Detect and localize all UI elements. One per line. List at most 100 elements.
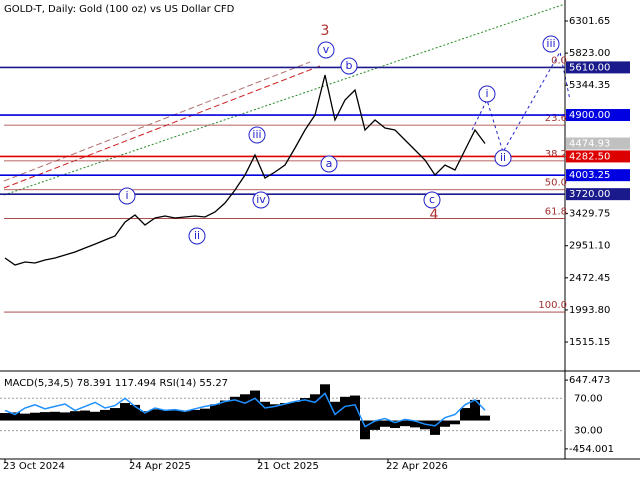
last-price-label: 4474.93	[569, 139, 610, 150]
wave-label: i	[125, 189, 128, 202]
y2-tick-label: 70.00	[574, 393, 603, 404]
wave-label: iii	[546, 37, 555, 50]
histogram-bar	[480, 415, 490, 421]
rsi-line	[4, 392, 486, 428]
price-box	[566, 109, 630, 122]
histogram-bar	[110, 408, 120, 421]
histogram-bar	[380, 420, 390, 427]
wave-label: 3	[321, 23, 330, 39]
y-tick-label: 2472.45	[569, 273, 610, 284]
wave-circle	[118, 187, 136, 205]
wave-label: v	[323, 43, 330, 56]
histogram-bar	[260, 401, 270, 421]
wave-circle	[188, 227, 206, 245]
wave-label: c	[429, 193, 435, 206]
wave-label: 4	[430, 207, 439, 223]
histogram-bar	[90, 411, 100, 421]
x-tick-label: 23 Oct 2024	[3, 461, 65, 472]
histogram-bar	[70, 411, 80, 421]
histogram-bar	[60, 412, 70, 421]
wave-circle	[340, 57, 358, 75]
y2-tick-label: 30.00	[574, 426, 603, 437]
histogram-bar	[370, 420, 380, 430]
y-tick-label: -454.001	[569, 444, 614, 455]
y-tick-label: 3429.75	[569, 209, 610, 220]
histogram-bar	[310, 394, 320, 421]
histogram-bar	[330, 401, 340, 421]
wave-label: ii	[500, 151, 506, 164]
wave-label: ii	[194, 229, 200, 242]
histogram-bar	[470, 399, 480, 421]
histogram-bar	[140, 411, 150, 421]
histogram-bar	[230, 396, 240, 421]
fib-label: 61.8	[545, 207, 567, 218]
histogram-bar	[180, 411, 190, 421]
y-tick-label: 2951.10	[569, 241, 610, 252]
wave-circle	[478, 85, 496, 103]
level-label: 3720.00	[569, 189, 610, 200]
price-box	[566, 150, 630, 163]
histogram-bar	[270, 404, 280, 421]
y-tick-label: 647.473	[569, 375, 610, 386]
histogram-bar	[410, 420, 420, 428]
wave-label: b	[346, 59, 353, 72]
y-tick-label: 5823.00	[569, 48, 610, 59]
wave-label: i	[485, 87, 488, 100]
y-tick-label: 1515.15	[569, 337, 610, 348]
histogram-bar	[150, 409, 160, 421]
indicator-label: MACD(5,34,5) 78.391 117.494 RSI(14) 55.2…	[4, 378, 228, 389]
histogram-bar	[0, 413, 10, 421]
histogram-bar	[100, 409, 110, 421]
wave-label: iv	[256, 193, 266, 206]
x-tick-label: 22 Apr 2026	[386, 461, 448, 472]
price-line	[4, 74, 486, 266]
histogram-bar	[30, 412, 40, 421]
level-label: 4900.00	[569, 110, 610, 121]
price-box	[566, 169, 630, 182]
wave-label: a	[326, 157, 333, 170]
histogram-bar	[460, 408, 470, 421]
histogram-bar	[280, 403, 290, 421]
histogram-bar	[300, 398, 310, 421]
histogram-bar	[160, 409, 170, 421]
price-box	[566, 137, 630, 150]
histogram-bar	[80, 410, 90, 421]
histogram-bar	[200, 408, 210, 421]
y-tick-label: 6301.65	[569, 16, 610, 27]
histogram-bar	[400, 420, 410, 427]
wave-circle	[252, 191, 270, 209]
histogram-bar	[20, 413, 30, 421]
histogram-bar	[250, 390, 260, 421]
level-label: 5610.00	[569, 62, 610, 73]
histogram-bar	[130, 404, 140, 421]
fib-label: 100.0	[538, 300, 567, 311]
x-tick-label: 21 Oct 2025	[257, 461, 319, 472]
histogram-bar	[320, 384, 330, 421]
wave-circle	[542, 35, 560, 53]
histogram-bar	[210, 404, 220, 421]
histogram-bar	[430, 420, 440, 435]
fib-label: 38.2	[545, 149, 567, 160]
wave-circle	[320, 155, 338, 173]
histogram-bar	[360, 420, 370, 440]
wave-circle	[494, 149, 512, 167]
wave-label: iii	[252, 128, 261, 141]
level-label: 4282.50	[569, 151, 610, 162]
histogram-bar	[40, 412, 50, 421]
fib-label: 23.6	[545, 113, 567, 124]
chart-title: GOLD-T, Daily: Gold (100 oz) vs US Dolla…	[4, 4, 235, 15]
histogram-bar	[340, 396, 350, 421]
trendline	[3, 65, 321, 189]
trendline	[3, 3, 566, 196]
fib-label: 50.0	[545, 178, 567, 189]
histogram-bar	[120, 403, 130, 421]
x-tick-label: 24 Apr 2025	[129, 461, 191, 472]
histogram-bar	[290, 401, 300, 421]
histogram-bar	[350, 395, 360, 421]
histogram-bar	[390, 420, 400, 429]
fib-label: 0.0	[551, 55, 567, 66]
y-tick-label: 1993.80	[569, 305, 610, 316]
histogram-bar	[220, 400, 230, 421]
y-tick-label: 5344.35	[569, 80, 610, 91]
